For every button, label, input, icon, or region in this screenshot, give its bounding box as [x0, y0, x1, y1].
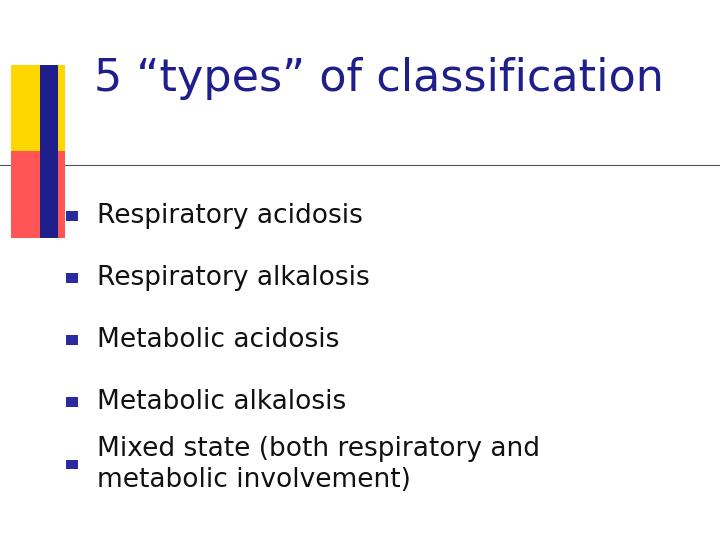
FancyBboxPatch shape: [11, 65, 65, 151]
FancyBboxPatch shape: [66, 460, 78, 469]
Text: Respiratory alkalosis: Respiratory alkalosis: [97, 265, 370, 291]
Text: Mixed state (both respiratory and
metabolic involvement): Mixed state (both respiratory and metabo…: [97, 436, 540, 493]
FancyBboxPatch shape: [66, 397, 78, 407]
FancyBboxPatch shape: [66, 273, 78, 283]
Text: Metabolic acidosis: Metabolic acidosis: [97, 327, 340, 353]
Text: Respiratory acidosis: Respiratory acidosis: [97, 203, 363, 229]
FancyBboxPatch shape: [11, 151, 65, 238]
FancyBboxPatch shape: [66, 335, 78, 345]
FancyBboxPatch shape: [40, 65, 58, 238]
Text: 5 “types” of classification: 5 “types” of classification: [94, 57, 663, 100]
Text: Metabolic alkalosis: Metabolic alkalosis: [97, 389, 346, 415]
FancyBboxPatch shape: [66, 211, 78, 221]
